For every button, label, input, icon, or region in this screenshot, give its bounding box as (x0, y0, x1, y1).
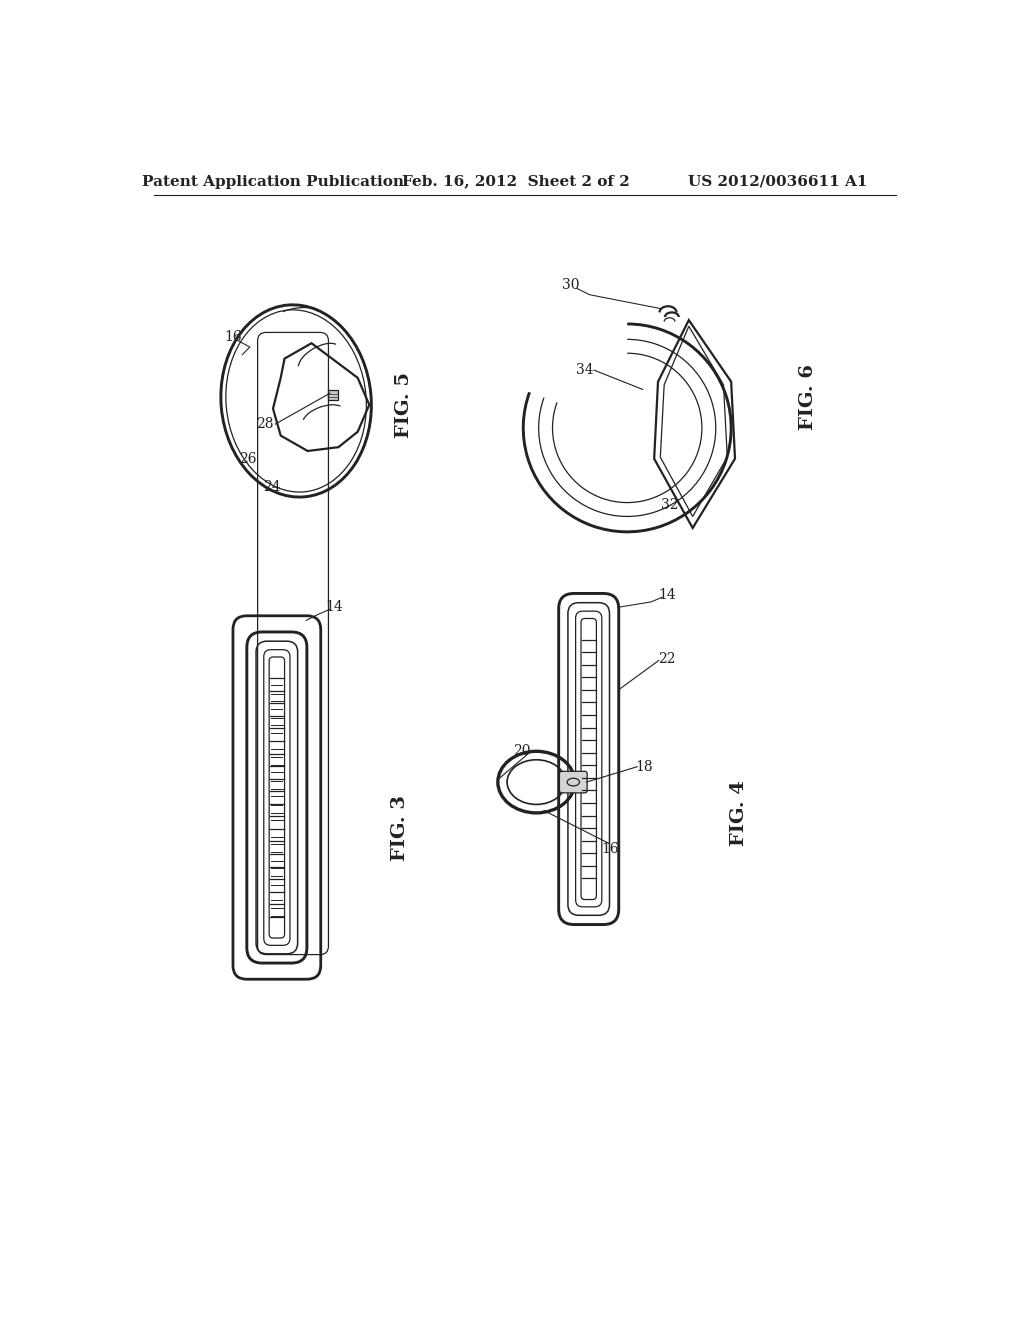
Text: US 2012/0036611 A1: US 2012/0036611 A1 (687, 174, 867, 189)
Text: FIG. 4: FIG. 4 (730, 780, 748, 846)
Text: 14: 14 (658, 587, 676, 602)
Text: 16: 16 (601, 842, 620, 857)
Text: 32: 32 (660, 498, 678, 512)
Text: 18: 18 (635, 760, 653, 774)
Bar (328, 389, 338, 400)
Text: 20: 20 (513, 744, 530, 758)
Text: 24: 24 (263, 480, 281, 494)
FancyBboxPatch shape (559, 771, 587, 793)
Text: 22: 22 (658, 652, 676, 665)
Text: 16: 16 (224, 330, 242, 345)
Text: Patent Application Publication: Patent Application Publication (142, 174, 404, 189)
Text: 30: 30 (562, 279, 580, 293)
Text: 28: 28 (257, 417, 274, 432)
Text: FIG. 3: FIG. 3 (391, 795, 409, 862)
Text: Feb. 16, 2012  Sheet 2 of 2: Feb. 16, 2012 Sheet 2 of 2 (401, 174, 630, 189)
Text: FIG. 6: FIG. 6 (799, 364, 817, 430)
Text: FIG. 5: FIG. 5 (395, 372, 413, 438)
Text: 14: 14 (326, 601, 343, 614)
Text: 26: 26 (239, 451, 256, 466)
Text: 34: 34 (577, 363, 594, 378)
